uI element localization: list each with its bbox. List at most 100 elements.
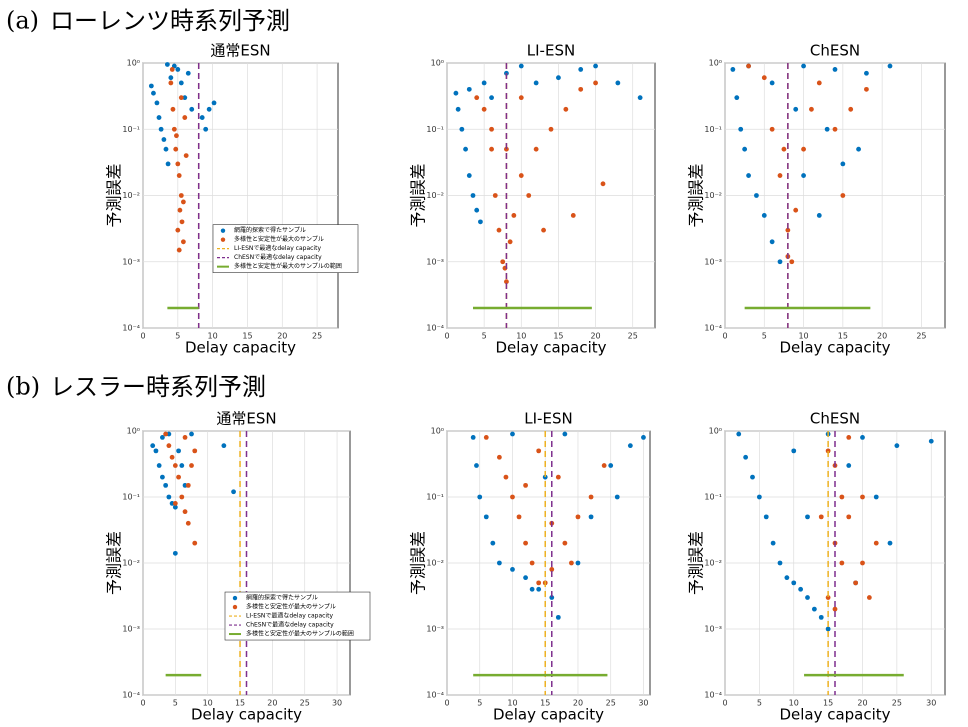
point [178,95,184,101]
point [179,463,185,468]
point [860,434,865,440]
point [832,126,838,132]
point [536,586,542,592]
legend-label: 網羅的探索で得たサンプル [234,226,306,234]
point [160,434,165,440]
y-axis-label: 予測誤差 [687,163,706,227]
point [156,463,162,468]
legend-label: 多様性と安定性が最大のサンプル [246,603,336,611]
y-axis-label: 予測誤差 [105,531,124,595]
point [203,126,209,132]
point [541,227,546,233]
x-tick-label: 0 [140,332,145,341]
point [555,474,561,480]
point [166,494,172,500]
y-tick-label: 10⁻⁴ [704,324,722,333]
x-tick-label: 15 [540,699,550,708]
point [510,566,515,572]
point [761,75,767,81]
y-tick-label: 10⁻⁴ [122,324,140,333]
point [839,494,845,500]
x-axis-label: Delay capacity [495,339,606,357]
point [199,115,205,120]
point [175,67,181,72]
point [156,115,162,120]
point [818,514,824,520]
x-tick-label: 10 [507,699,517,708]
point [470,434,476,440]
point [614,494,620,500]
point [770,540,776,546]
point [846,514,852,520]
point [615,80,621,86]
y-tick-label: 10⁻³ [426,625,444,634]
x-tick-label: 20 [267,699,277,708]
legend-marker [232,604,238,610]
point [518,95,524,101]
point [453,90,459,96]
point [801,146,806,152]
point [825,595,831,600]
point [177,207,183,213]
point [832,606,838,612]
chart-title: LI-ESN [524,410,572,428]
point [825,626,831,632]
point [153,448,159,454]
point [562,431,568,437]
point [170,106,176,112]
point [763,514,769,520]
point [840,161,846,167]
point [846,463,852,468]
point [928,438,934,444]
x-tick-label: 15 [235,699,245,708]
x-tick-label: 25 [312,332,322,341]
point [455,106,461,112]
x-tick-label: 30 [332,699,342,708]
point [578,67,584,72]
point [481,106,487,112]
y-tick-label: 10⁻³ [122,257,140,266]
point [536,448,542,454]
x-tick-label: 20 [877,332,887,341]
x-tick-label: 10 [203,699,213,708]
point [182,509,188,515]
point [824,126,830,132]
point [754,193,759,198]
point [523,482,528,488]
point [182,115,188,120]
point [176,474,181,480]
point [578,86,584,92]
point [742,146,748,152]
point [730,67,736,72]
point [777,560,783,566]
x-tick-label: 5 [175,332,180,341]
y-tick-label: 10⁻⁴ [704,691,722,700]
point [781,146,787,152]
x-tick-label: 10 [798,332,808,341]
point [180,199,186,205]
point [805,595,810,600]
point [174,133,179,139]
point [221,443,227,449]
point [470,193,476,198]
point [178,193,184,198]
point [777,259,783,265]
point [811,606,817,612]
x-axis-label: Delay capacity [191,706,302,724]
legend-label: 網羅的探索で得たサンプル [246,594,318,602]
point [860,494,865,500]
y-tick-label: 10⁻⁴ [426,324,444,333]
point [575,514,581,520]
point [761,213,767,218]
point [185,482,191,488]
point [171,126,177,132]
point [887,540,893,546]
point [516,514,522,520]
y-tick-label: 10⁰ [431,59,444,68]
point [154,100,160,106]
legend-marker [220,228,226,233]
point [533,80,539,86]
point [562,540,568,546]
y-tick-label: 10⁻¹ [704,125,722,134]
x-tick-label: 0 [722,332,727,341]
